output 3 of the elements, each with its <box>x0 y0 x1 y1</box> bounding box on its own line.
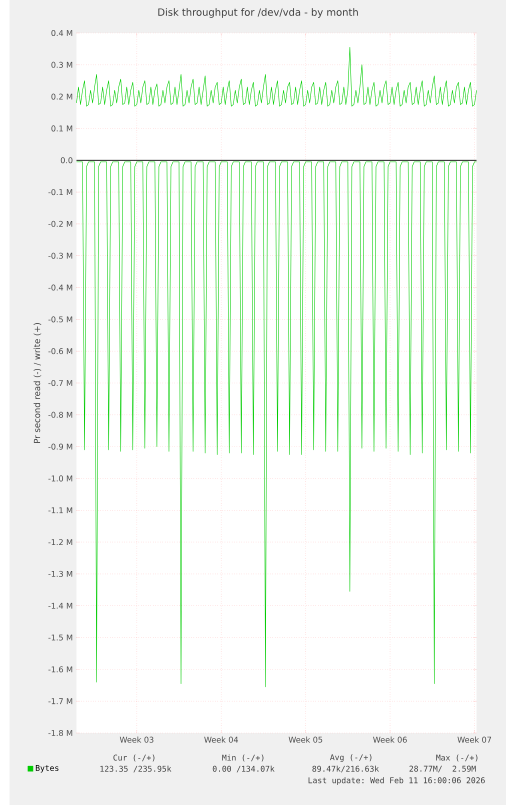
line-series <box>76 47 477 106</box>
y-axis-title: Pr second read (-) / write (+) <box>33 323 41 443</box>
chart-title: Disk throughput for /dev/vda - by month <box>158 8 358 18</box>
